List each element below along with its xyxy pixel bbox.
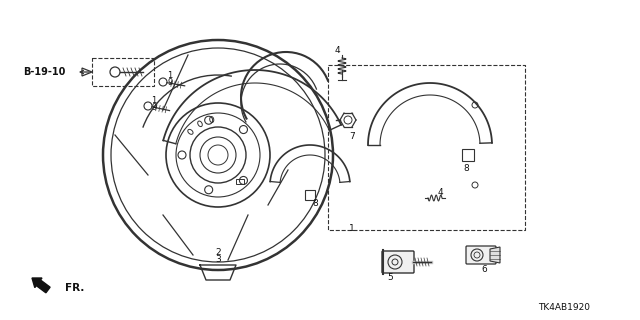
Polygon shape bbox=[490, 247, 500, 263]
Text: 6: 6 bbox=[481, 266, 487, 275]
FancyArrow shape bbox=[32, 278, 50, 293]
Bar bbox=[92, 58, 154, 86]
Text: 9: 9 bbox=[152, 102, 157, 111]
Text: 4: 4 bbox=[437, 188, 443, 196]
Text: 5: 5 bbox=[387, 274, 393, 283]
Bar bbox=[236, 179, 244, 184]
FancyBboxPatch shape bbox=[466, 246, 496, 264]
FancyBboxPatch shape bbox=[382, 251, 414, 273]
Text: B-19-10: B-19-10 bbox=[23, 67, 65, 77]
Text: 9: 9 bbox=[168, 77, 173, 86]
Polygon shape bbox=[82, 68, 92, 76]
Bar bbox=[462, 149, 474, 161]
Text: 8: 8 bbox=[312, 198, 318, 207]
Text: 3: 3 bbox=[215, 255, 221, 265]
Text: 4: 4 bbox=[334, 45, 340, 54]
Bar bbox=[305, 190, 315, 200]
Text: 7: 7 bbox=[349, 132, 355, 140]
Text: 1: 1 bbox=[349, 223, 355, 233]
Text: TK4AB1920: TK4AB1920 bbox=[538, 303, 590, 313]
Text: FR.: FR. bbox=[65, 283, 84, 293]
Text: 2: 2 bbox=[215, 247, 221, 257]
Text: 1: 1 bbox=[168, 70, 173, 79]
Text: 8: 8 bbox=[463, 164, 469, 172]
Text: 1: 1 bbox=[152, 95, 157, 105]
